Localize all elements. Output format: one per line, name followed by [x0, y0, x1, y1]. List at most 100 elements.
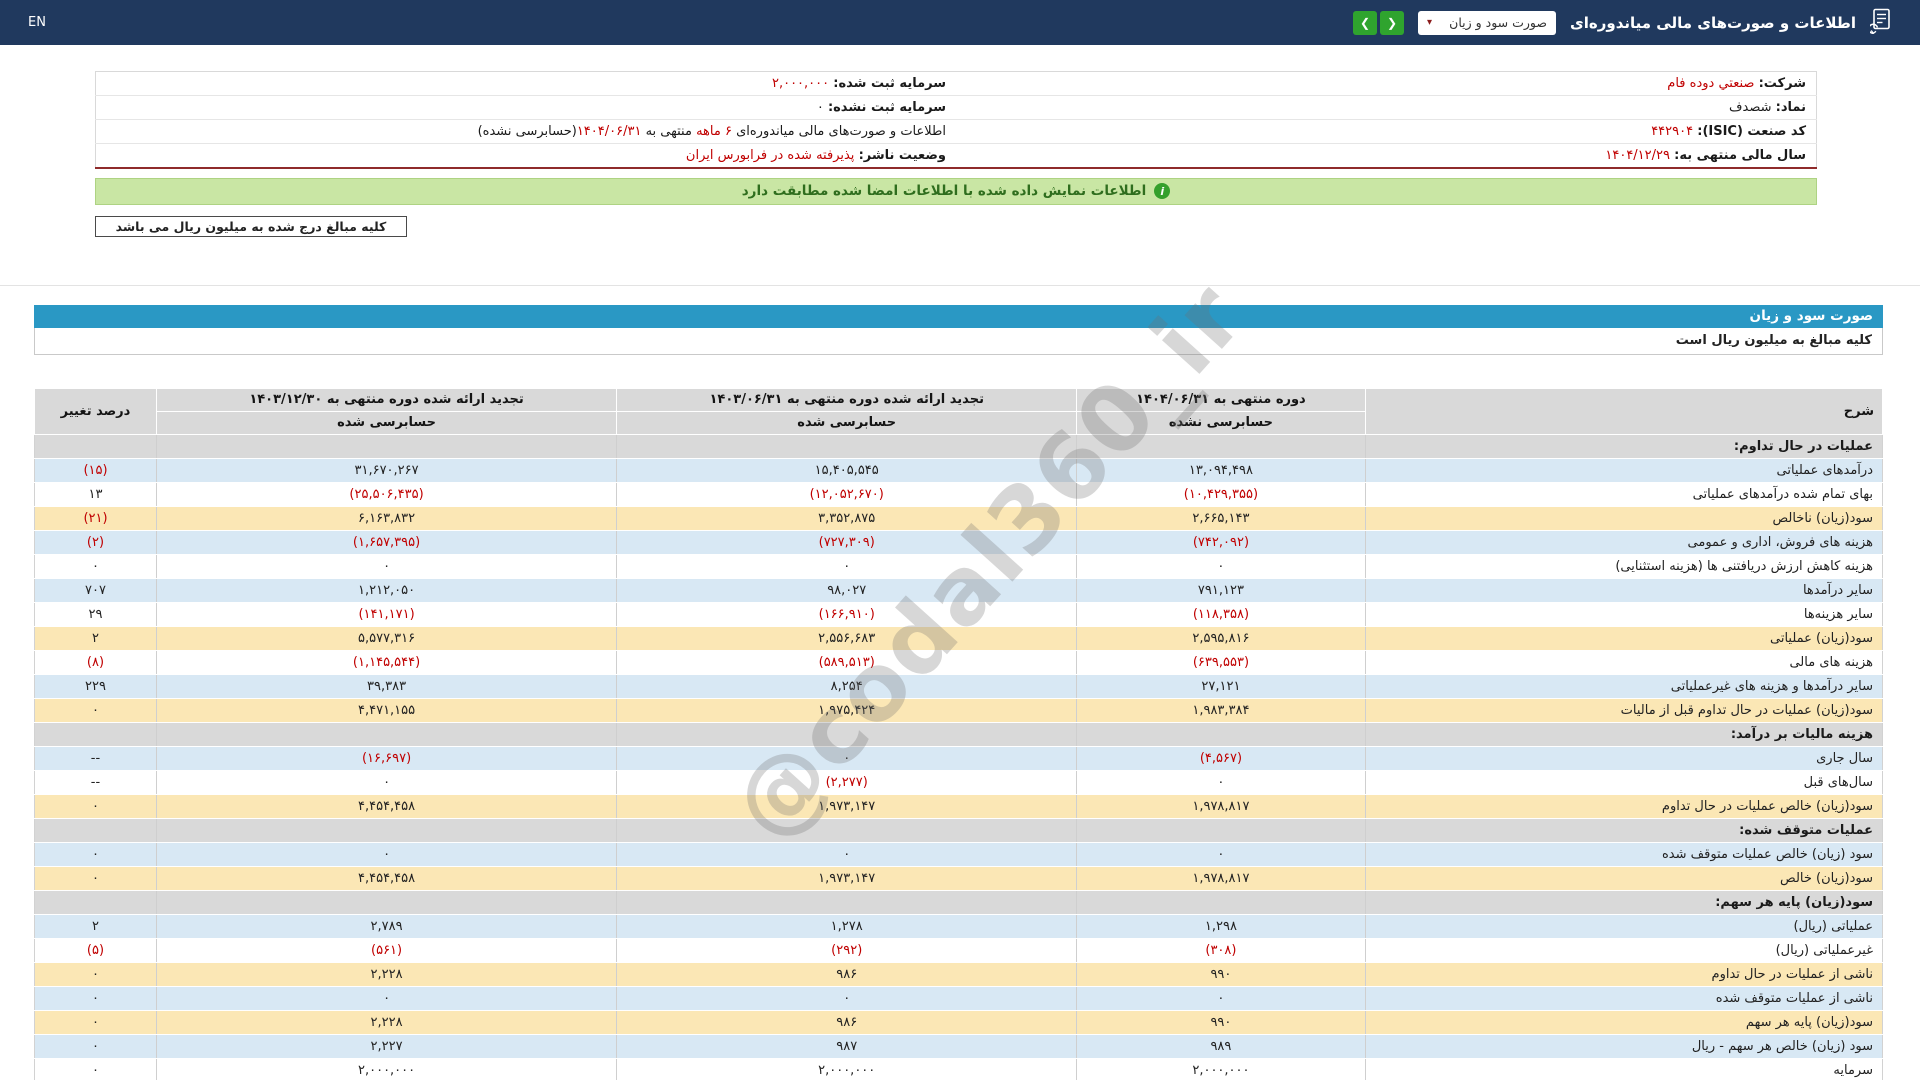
row-value: ۰	[34, 1010, 157, 1035]
statement-type-dropdown[interactable]: صورت سود و زیان ▾	[1418, 10, 1557, 35]
row-value: ۵,۵۷۷,۳۱۶	[156, 626, 618, 651]
row-value: (۶۳۹,۵۵۳)	[1076, 650, 1366, 675]
report-period-months: ۶ ماهه	[696, 124, 732, 139]
row-value	[1076, 818, 1366, 843]
header-controls: اطلاعات و صورت‌های مالی میاندوره‌ای صورت…	[1353, 8, 1892, 38]
row-value	[34, 722, 157, 747]
statement-row: هزینه های فروش، اداری و عمومی (۷۴۲,۰۹۲) (۷…	[34, 530, 1883, 555]
row-label: سود(زیان) خالص عملیات در حال تداوم	[1365, 794, 1883, 819]
row-value	[34, 890, 157, 915]
column-header-description: شرح	[1364, 387, 1884, 435]
row-value: ۳,۳۵۲,۸۷۵	[616, 506, 1078, 531]
row-value: ۰	[1076, 770, 1366, 795]
row-value: ۰	[1076, 554, 1366, 579]
row-label: عملیات در حال تداوم:	[1365, 434, 1883, 459]
statement-table: شرح دوره منتهی به ۱۴۰۴/۰۶/۳۱ تجدید ارائه…	[34, 387, 1884, 1080]
statement-row: ناشی از عملیات متوقف شده ۰ ۰ ۰ ۰	[34, 986, 1883, 1011]
row-value: ۰	[156, 842, 618, 867]
row-value	[156, 434, 618, 459]
row-value: ۱,۹۸۳,۳۸۴	[1076, 698, 1366, 723]
row-label: سود(زیان) عملیاتی	[1365, 626, 1883, 651]
dropdown-selected-value: صورت سود و زیان	[1449, 15, 1548, 30]
row-value: ۲۷,۱۲۱	[1076, 674, 1366, 699]
row-value: ۹۸,۰۲۷	[616, 578, 1078, 603]
statement-unit-note: کلیه مبالغ به میلیون ریال است	[34, 327, 1883, 355]
row-value: ۹۸۶	[616, 1010, 1078, 1035]
row-label: ناشی از عملیات متوقف شده	[1365, 986, 1883, 1011]
period-navigation: ❮ ❯	[1353, 10, 1405, 35]
statement-row: سایر هزینه‌ها (۱۱۸,۳۵۸) (۱۶۶,۹۱۰) (۱۴۱,۱۷۱)…	[34, 602, 1883, 627]
isic-value: ۴۴۲۹۰۴	[1651, 124, 1694, 139]
row-value: ۰	[34, 986, 157, 1011]
row-value: (۱۰,۴۲۹,۳۵۵)	[1076, 482, 1366, 507]
divider	[0, 284, 1920, 286]
nav-next-button[interactable]: ❯	[1353, 10, 1378, 35]
row-value	[156, 722, 618, 747]
row-value: ۳۱,۶۷۰,۲۶۷	[156, 458, 618, 483]
table-row: نماد: شصدف سرمایه ثبت نشده: ۰	[95, 95, 1817, 120]
company-info-table: شرکت: صنعتي دوده فام سرمایه ثبت شده: ۲,۰…	[95, 71, 1817, 169]
row-value: ۱,۲۱۲,۰۵۰	[156, 578, 618, 603]
row-value: ۹۸۷	[616, 1034, 1078, 1059]
top-header-bar: اطلاعات و صورت‌های مالی میاندوره‌ای صورت…	[0, 0, 1920, 45]
row-value: ۰	[34, 794, 157, 819]
page-title: اطلاعات و صورت‌های مالی میاندوره‌ای	[1570, 13, 1856, 32]
column-subheader-unaudited: حسابرسی نشده	[1076, 410, 1366, 435]
row-value	[616, 818, 1078, 843]
row-value: (۲۵,۵۰۶,۴۳۵)	[156, 482, 618, 507]
row-value: (۵۶۱)	[156, 938, 618, 963]
statement-row: سود(زیان) ناخالص ۲,۶۶۵,۱۴۳ ۳,۳۵۲,۸۷۵ ۶,۱۶۳,…	[34, 506, 1883, 531]
row-label: سود(زیان) خالص	[1365, 866, 1883, 891]
row-value: ۰	[34, 698, 157, 723]
language-toggle-link[interactable]: EN	[28, 15, 46, 30]
statement-row: غیرعملیاتی (ریال) (۳۰۸) (۲۹۲) (۵۶۱) (۵)	[34, 938, 1883, 963]
company-name[interactable]: صنعتي دوده فام	[1667, 76, 1755, 91]
row-label: سود(زیان) ناخالص	[1365, 506, 1883, 531]
statement-row: سال جاری (۴,۵۶۷) ۰ (۱۶,۶۹۷) --	[34, 746, 1883, 771]
nav-prev-button[interactable]: ❮	[1380, 10, 1405, 35]
report-period-mid: منتهی به	[641, 124, 697, 139]
row-value: ۱۵,۴۰۵,۵۴۵	[616, 458, 1078, 483]
row-value: ۰	[156, 554, 618, 579]
row-label: هزینه های مالی	[1365, 650, 1883, 675]
row-value	[156, 890, 618, 915]
row-label: درآمدهای عملیاتی	[1365, 458, 1883, 483]
row-value: ۱۳	[34, 482, 157, 507]
row-value: (۱۶۶,۹۱۰)	[616, 602, 1078, 627]
row-value: ۲	[34, 626, 157, 651]
row-value: (۱۵)	[34, 458, 157, 483]
statement-section-row: عملیات متوقف شده:	[34, 818, 1883, 843]
row-label: سال‌های قبل	[1365, 770, 1883, 795]
company-info-section: شرکت: صنعتي دوده فام سرمایه ثبت شده: ۲,۰…	[0, 45, 1920, 237]
column-header-period-restated-halfyear: تجدید ارائه شده دوره منتهی به ۱۴۰۳/۰۶/۳۱	[616, 387, 1078, 412]
row-value	[1076, 890, 1366, 915]
report-period-date: ۱۴۰۴/۰۶/۳۱	[576, 124, 642, 139]
row-label: ناشی از عملیات در حال تداوم	[1365, 962, 1883, 987]
statement-row: عملیاتی (ریال) ۱,۲۹۸ ۱,۲۷۸ ۲,۷۸۹ ۲	[34, 914, 1883, 939]
row-value: ۱,۹۷۸,۸۱۷	[1076, 866, 1366, 891]
row-value: (۲۱)	[34, 506, 157, 531]
column-header-change-percent: درصد تغییر	[34, 387, 157, 435]
signed-data-banner-text: اطلاعات نمایش داده شده با اطلاعات امضا ش…	[741, 183, 1147, 199]
row-value: ۰	[1076, 842, 1366, 867]
row-label: سود(زیان) عملیات در حال تداوم قبل از مال…	[1365, 698, 1883, 723]
fiscal-year-value: ۱۴۰۴/۱۲/۲۹	[1605, 147, 1670, 163]
info-icon: i	[1154, 183, 1171, 199]
fiscal-year-label: سال مالی منتهی به:	[1674, 147, 1806, 163]
column-header-period-restated-annual: تجدید ارائه شده دوره منتهی به ۱۴۰۳/۱۲/۳۰	[155, 387, 618, 412]
row-label: هزینه مالیات بر درآمد:	[1365, 722, 1883, 747]
row-value: ۷۰۷	[34, 578, 157, 603]
row-value: ۰	[616, 842, 1078, 867]
row-value: ۰	[34, 1058, 157, 1080]
row-value: (۱۲,۰۵۲,۶۷۰)	[616, 482, 1078, 507]
row-value: (۱۱۸,۳۵۸)	[1076, 602, 1366, 627]
row-value: (۲,۲۷۷)	[616, 770, 1078, 795]
row-value: ۲,۵۹۵,۸۱۶	[1076, 626, 1366, 651]
row-value: ۲,۶۶۵,۱۴۳	[1076, 506, 1366, 531]
row-value: --	[34, 746, 157, 771]
row-value: ۲,۰۰۰,۰۰۰	[156, 1058, 618, 1080]
row-value: ۰	[616, 554, 1078, 579]
row-label: سرمایه	[1365, 1058, 1883, 1080]
registered-capital-label: سرمایه ثبت شده:	[833, 76, 946, 91]
statement-title-bar: صورت سود و زیان	[34, 304, 1883, 328]
